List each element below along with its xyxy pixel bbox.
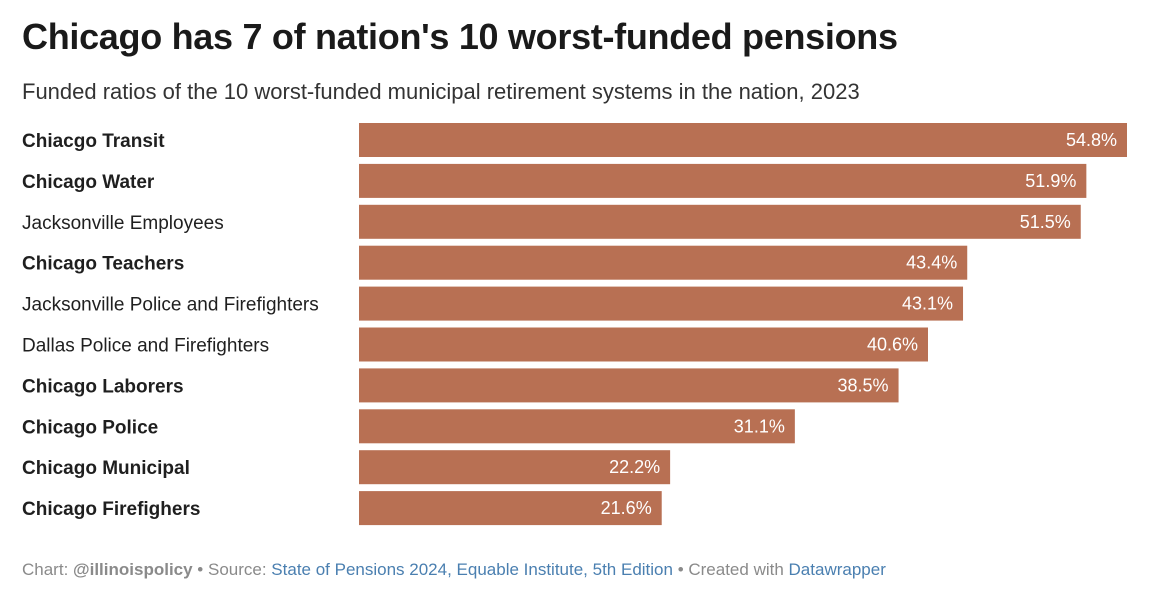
chart-title: Chicago has 7 of nation's 10 worst-funde… xyxy=(22,16,898,57)
bar-value-label: 51.9% xyxy=(1025,171,1076,191)
bar xyxy=(359,245,968,280)
bar-value-label: 21.6% xyxy=(601,498,652,518)
footer-created-prefix: • Created with xyxy=(672,560,789,579)
bar xyxy=(359,163,1087,198)
bar xyxy=(359,204,1081,239)
bar xyxy=(359,286,964,321)
category-label: Chicago Teachers xyxy=(22,254,184,275)
bar xyxy=(359,450,671,485)
category-label: Chicago Police xyxy=(22,417,158,438)
bar xyxy=(359,368,899,403)
bar-value-label: 22.2% xyxy=(609,457,660,477)
category-label: Chicago Water xyxy=(22,172,155,193)
bar xyxy=(359,491,662,526)
bar xyxy=(359,123,1127,157)
category-label: Chicago Firefighers xyxy=(22,499,200,520)
chart-footer: Chart: @illinoispolicy • Source: State o… xyxy=(22,560,886,580)
category-label: Chicago Laborers xyxy=(22,376,184,397)
footer-chart-credit: @illinoispolicy xyxy=(73,560,193,579)
bar xyxy=(359,327,928,362)
bar-value-label: 51.5% xyxy=(1020,212,1071,232)
bar-value-label: 31.1% xyxy=(734,416,785,436)
bar-value-label: 38.5% xyxy=(838,375,889,395)
footer-datawrapper-link[interactable]: Datawrapper xyxy=(788,560,886,579)
footer-chart-prefix: Chart: xyxy=(22,560,74,579)
bar-value-label: 43.1% xyxy=(902,294,953,314)
bar xyxy=(359,409,795,444)
bar-value-label: 40.6% xyxy=(867,335,918,355)
chart-subtitle: Funded ratios of the 10 worst-funded mun… xyxy=(22,79,860,104)
footer-source-link[interactable]: State of Pensions 2024, Equable Institut… xyxy=(271,560,673,579)
category-label: Dallas Police and Firefighters xyxy=(22,336,269,357)
footer-source-prefix: • Source: xyxy=(192,560,272,579)
bar-value-label: 43.4% xyxy=(906,253,957,273)
category-label: Jacksonville Police and Firefighters xyxy=(22,295,319,316)
category-label: Chicago Municipal xyxy=(22,458,190,479)
category-label: Chiacgo Transit xyxy=(22,131,165,152)
category-label: Jacksonville Employees xyxy=(22,213,224,234)
bar-value-label: 54.8% xyxy=(1066,130,1117,150)
